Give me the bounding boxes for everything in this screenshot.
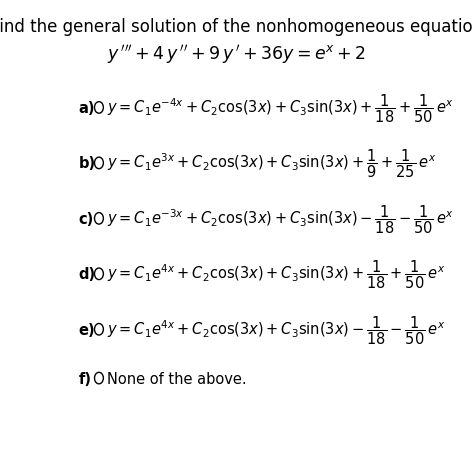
Text: b): b) [79,156,96,171]
Text: a): a) [79,101,95,115]
Text: $y=C_1e^{-3x}+C_2\cos(3x)+C_3\sin(3x)-\dfrac{1}{18}-\dfrac{1}{50}\,e^x$: $y=C_1e^{-3x}+C_2\cos(3x)+C_3\sin(3x)-\d… [107,202,454,235]
Text: $y=C_1e^{4x}+C_2\cos(3x)+C_3\sin(3x)-\dfrac{1}{18}-\dfrac{1}{50}\,e^x$: $y=C_1e^{4x}+C_2\cos(3x)+C_3\sin(3x)-\df… [107,313,445,346]
Text: $y=C_1e^{3x}+C_2\cos(3x)+C_3\sin(3x)+\dfrac{1}{9}+\dfrac{1}{25}\,e^x$: $y=C_1e^{3x}+C_2\cos(3x)+C_3\sin(3x)+\df… [107,147,436,180]
Text: Find the general solution of the nonhomogeneous equation: Find the general solution of the nonhomo… [0,18,474,36]
Text: $y\,'''+4\,y\,''+9\,y\,'+36y=e^x+2$: $y\,'''+4\,y\,''+9\,y\,'+36y=e^x+2$ [108,43,366,66]
Text: d): d) [79,267,96,282]
Text: e): e) [79,322,95,337]
Text: $y=C_1e^{-4x}+C_2\cos(3x)+C_3\sin(3x)+\dfrac{1}{18}+\dfrac{1}{50}\,e^x$: $y=C_1e^{-4x}+C_2\cos(3x)+C_3\sin(3x)+\d… [107,92,454,124]
Text: c): c) [79,212,94,226]
Text: None of the above.: None of the above. [107,371,246,386]
Text: f): f) [79,371,91,386]
Text: $y=C_1e^{4x}+C_2\cos(3x)+C_3\sin(3x)+\dfrac{1}{18}+\dfrac{1}{50}\,e^x$: $y=C_1e^{4x}+C_2\cos(3x)+C_3\sin(3x)+\df… [107,258,445,290]
